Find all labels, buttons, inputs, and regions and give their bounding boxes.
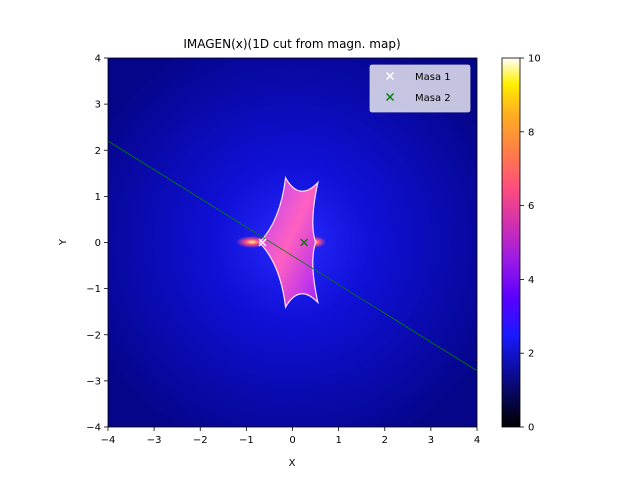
legend-label-1: Masa 1 xyxy=(415,72,451,83)
chart-title: IMAGEN(x)(1D cut from magn. map) xyxy=(183,37,400,51)
x-tick-label: −3 xyxy=(147,435,162,446)
x-tick-label: 4 xyxy=(474,435,480,446)
marker-masa-2 xyxy=(300,238,309,247)
heatmap-area xyxy=(108,58,477,427)
x-tick-label: 1 xyxy=(335,435,341,446)
y-axis-ticks: −4 −3 −2 −1 0 1 2 3 4 xyxy=(86,54,108,434)
cut-line xyxy=(108,140,477,372)
colorbar: 0 2 4 6 8 10 xyxy=(501,54,541,434)
legend-label-2: Masa 2 xyxy=(415,93,451,104)
x-tick-label: −4 xyxy=(101,435,116,446)
colorbar-tick-label: 8 xyxy=(528,127,534,138)
y-tick-label: −3 xyxy=(86,376,101,387)
colorbar-tick-label: 10 xyxy=(528,54,541,65)
colorbar-tick-label: 2 xyxy=(528,349,534,360)
y-tick-label: −4 xyxy=(86,423,101,434)
x-tick-label: −1 xyxy=(239,435,254,446)
y-tick-label: −2 xyxy=(86,330,101,341)
colorbar-tick-label: 4 xyxy=(528,275,534,286)
colorbar-gradient xyxy=(501,57,521,428)
legend-box xyxy=(369,64,471,113)
x-tick-label: 3 xyxy=(428,435,434,446)
x-axis-ticks: −4 −3 −2 −1 0 1 2 3 4 xyxy=(101,427,480,446)
y-tick-label: 0 xyxy=(95,238,101,249)
legend-marker-1 xyxy=(386,72,394,80)
colorbar-ticks: 0 2 4 6 8 10 xyxy=(520,54,541,434)
y-tick-label: 1 xyxy=(95,192,101,203)
y-axis-label: Y xyxy=(58,238,69,246)
colorbar-tick-label: 0 xyxy=(528,423,534,434)
y-tick-label: 2 xyxy=(95,146,101,157)
legend: Masa 1 Masa 2 xyxy=(369,64,471,113)
caustic-region xyxy=(258,176,319,309)
x-tick-label: 2 xyxy=(382,435,388,446)
y-tick-label: 3 xyxy=(95,100,101,111)
x-tick-label: 0 xyxy=(289,435,295,446)
colorbar-tick-label: 6 xyxy=(528,201,534,212)
y-tick-label: −1 xyxy=(86,284,101,295)
y-tick-label: 4 xyxy=(95,54,101,65)
legend-marker-2 xyxy=(386,93,394,101)
x-axis-label: X xyxy=(289,458,296,469)
x-tick-label: −2 xyxy=(193,435,208,446)
mass-markers xyxy=(258,238,309,247)
marker-masa-1 xyxy=(258,238,267,247)
